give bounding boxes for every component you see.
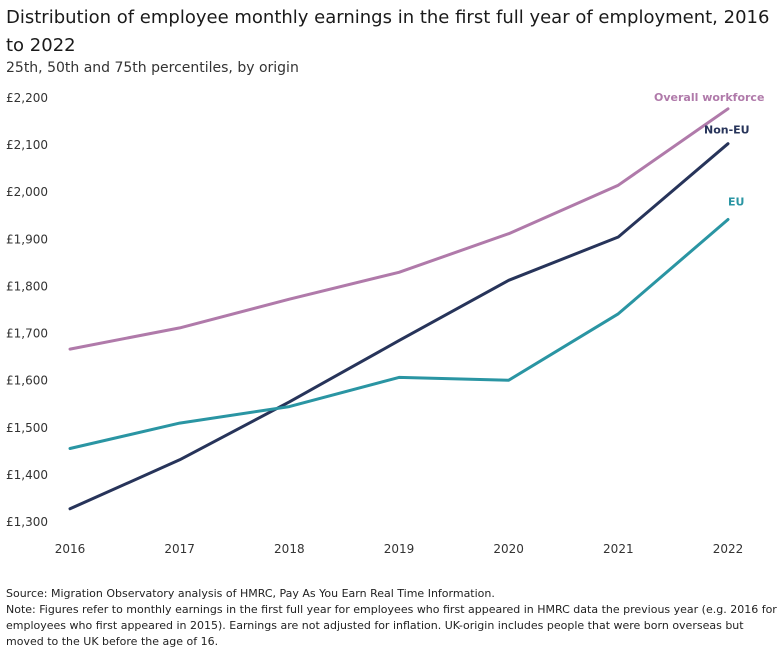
source-text: Source: Migration Observatory analysis o…: [6, 587, 495, 600]
x-tick-label: 2016: [55, 542, 86, 556]
x-axis: 2016 2017 2018 2019 2020 2021 2022: [55, 542, 744, 556]
y-tick-label: £1,900: [6, 232, 48, 246]
footer: Source: Migration Observatory analysis o…: [6, 586, 778, 650]
series-line: [68, 107, 730, 351]
x-tick-label: 2021: [603, 542, 634, 556]
series-line: [68, 218, 730, 450]
note-text: Note: Figures refer to monthly earnings …: [6, 603, 777, 648]
y-tick-label: £1,800: [6, 279, 48, 293]
y-tick-label: £2,100: [6, 138, 48, 152]
y-tick-label: £2,200: [6, 91, 48, 105]
line-chart: £1,300 £1,400 £1,500 £1,600 £1,700 £1,800 £1,9…: [6, 91, 764, 556]
y-tick-label: £1,400: [6, 468, 48, 482]
y-tick-label: £2,000: [6, 185, 48, 199]
x-tick-label: 2019: [384, 542, 415, 556]
series-labels: Overall workforce Non-EU EU: [654, 91, 764, 209]
x-tick-label: 2022: [713, 542, 744, 556]
y-tick-label: £1,700: [6, 327, 48, 341]
series-line: [68, 142, 730, 511]
x-tick-label: 2020: [493, 542, 524, 556]
chart-title: Distribution of employee monthly earning…: [6, 7, 770, 56]
x-tick-label: 2018: [274, 542, 305, 556]
series-label: Overall workforce: [654, 91, 764, 104]
y-axis: £1,300 £1,400 £1,500 £1,600 £1,700 £1,800 £1,9…: [6, 91, 48, 529]
y-tick-label: £1,500: [6, 421, 48, 435]
y-tick-label: £1,600: [6, 374, 48, 388]
y-tick-label: £1,300: [6, 515, 48, 529]
series-label: Non-EU: [704, 124, 750, 137]
series-label: EU: [728, 196, 744, 209]
x-tick-label: 2017: [164, 542, 195, 556]
chart-subtitle: 25th, 50th and 75th percentiles, by orig…: [6, 60, 299, 76]
series-lines: [68, 107, 730, 511]
